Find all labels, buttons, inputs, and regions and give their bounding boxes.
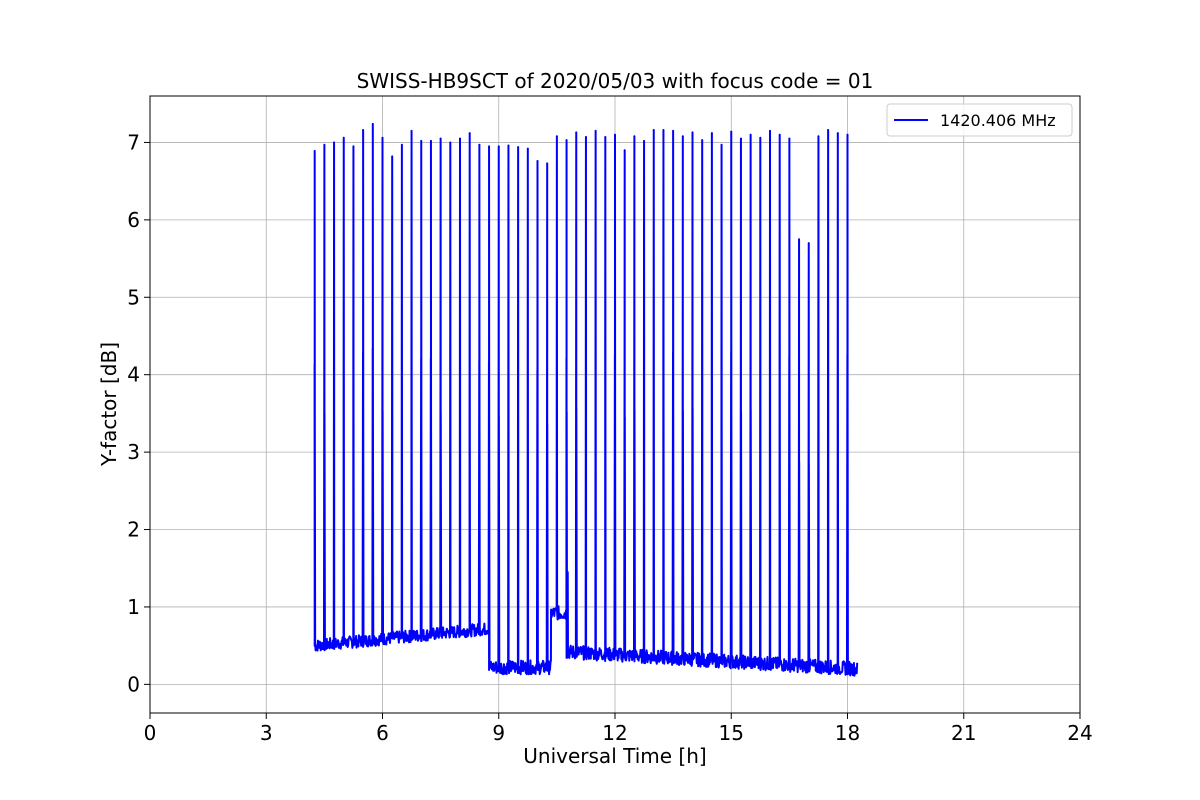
x-axis: 0 3 6 9 12 15 18 21 24 xyxy=(144,713,1093,745)
data-point xyxy=(536,160,539,162)
data-point xyxy=(468,132,471,135)
data-point xyxy=(546,162,549,165)
data-point xyxy=(410,129,413,132)
legend-label: 1420.406 MHz xyxy=(940,111,1056,130)
y-tick-label: 7 xyxy=(127,130,140,154)
data-point xyxy=(778,133,781,136)
x-tick-label: 12 xyxy=(602,721,627,745)
data-point xyxy=(807,242,810,244)
y-tick-label: 1 xyxy=(127,595,140,619)
x-tick-label: 6 xyxy=(376,721,389,745)
data-point xyxy=(439,137,442,140)
x-tick-label: 15 xyxy=(719,721,744,745)
data-point xyxy=(371,122,374,125)
data-point xyxy=(681,135,684,138)
data-point xyxy=(769,129,771,132)
data-point xyxy=(730,130,733,133)
series-line xyxy=(313,122,859,677)
data-point xyxy=(594,129,597,132)
data-point xyxy=(662,129,665,131)
data-point xyxy=(575,131,578,134)
legend: 1420.406 MHz xyxy=(886,103,1073,137)
data-point xyxy=(507,144,510,147)
data-point xyxy=(633,135,636,138)
legend-box xyxy=(886,103,1073,137)
x-tick-label: 21 xyxy=(951,721,976,745)
data-point xyxy=(836,132,839,135)
data-point xyxy=(749,133,752,136)
data-point xyxy=(497,145,500,148)
data-point xyxy=(449,141,452,144)
x-tick-label: 3 xyxy=(260,721,273,745)
data-point xyxy=(323,143,326,146)
data-point xyxy=(643,140,645,142)
y-tick-label: 3 xyxy=(127,440,140,464)
data-point xyxy=(691,131,694,134)
x-tick-label: 24 xyxy=(1067,721,1092,745)
data-point xyxy=(701,139,704,142)
data-point xyxy=(672,129,675,132)
data-point xyxy=(759,136,762,139)
data-point xyxy=(526,147,529,150)
data-point xyxy=(604,136,607,138)
data-point xyxy=(740,137,742,140)
data-point xyxy=(846,133,849,136)
x-tick-label: 9 xyxy=(492,721,505,745)
data-point xyxy=(798,238,800,241)
data-point xyxy=(817,135,820,138)
data-point xyxy=(827,129,830,131)
x-axis-label: Universal Time [h] xyxy=(523,744,706,768)
data-point xyxy=(517,146,520,148)
series-layer xyxy=(313,122,859,677)
data-point xyxy=(342,136,345,139)
y-tick-label: 0 xyxy=(127,672,140,696)
data-point xyxy=(430,140,432,142)
data-point xyxy=(652,129,655,131)
data-point xyxy=(391,155,394,158)
x-tick-label: 18 xyxy=(835,721,860,745)
data-point xyxy=(565,139,568,142)
data-point xyxy=(720,143,723,146)
data-point xyxy=(333,141,335,144)
data-point xyxy=(381,136,384,139)
y-tick-label: 2 xyxy=(127,518,140,542)
data-point xyxy=(623,149,626,152)
data-point xyxy=(362,129,365,131)
data-point xyxy=(420,140,423,142)
data-point xyxy=(488,145,490,148)
data-point xyxy=(400,143,403,146)
data-point xyxy=(788,137,791,140)
y-tick-label: 5 xyxy=(127,285,140,309)
data-point xyxy=(585,136,587,138)
y-axis: 0 1 2 3 4 5 6 7 xyxy=(127,130,150,696)
data-point xyxy=(352,145,355,148)
data-point xyxy=(313,150,316,152)
data-point xyxy=(459,137,461,140)
data-point xyxy=(710,132,713,135)
y-axis-label: Y-factor [dB] xyxy=(97,342,121,467)
x-tick-label: 0 xyxy=(144,721,157,745)
y-tick-label: 4 xyxy=(127,363,140,387)
data-point xyxy=(614,133,616,136)
chart-title: SWISS-HB9SCT of 2020/05/03 with focus co… xyxy=(357,69,874,93)
y-tick-label: 6 xyxy=(127,208,140,232)
data-point xyxy=(478,143,481,146)
data-point xyxy=(555,135,558,138)
